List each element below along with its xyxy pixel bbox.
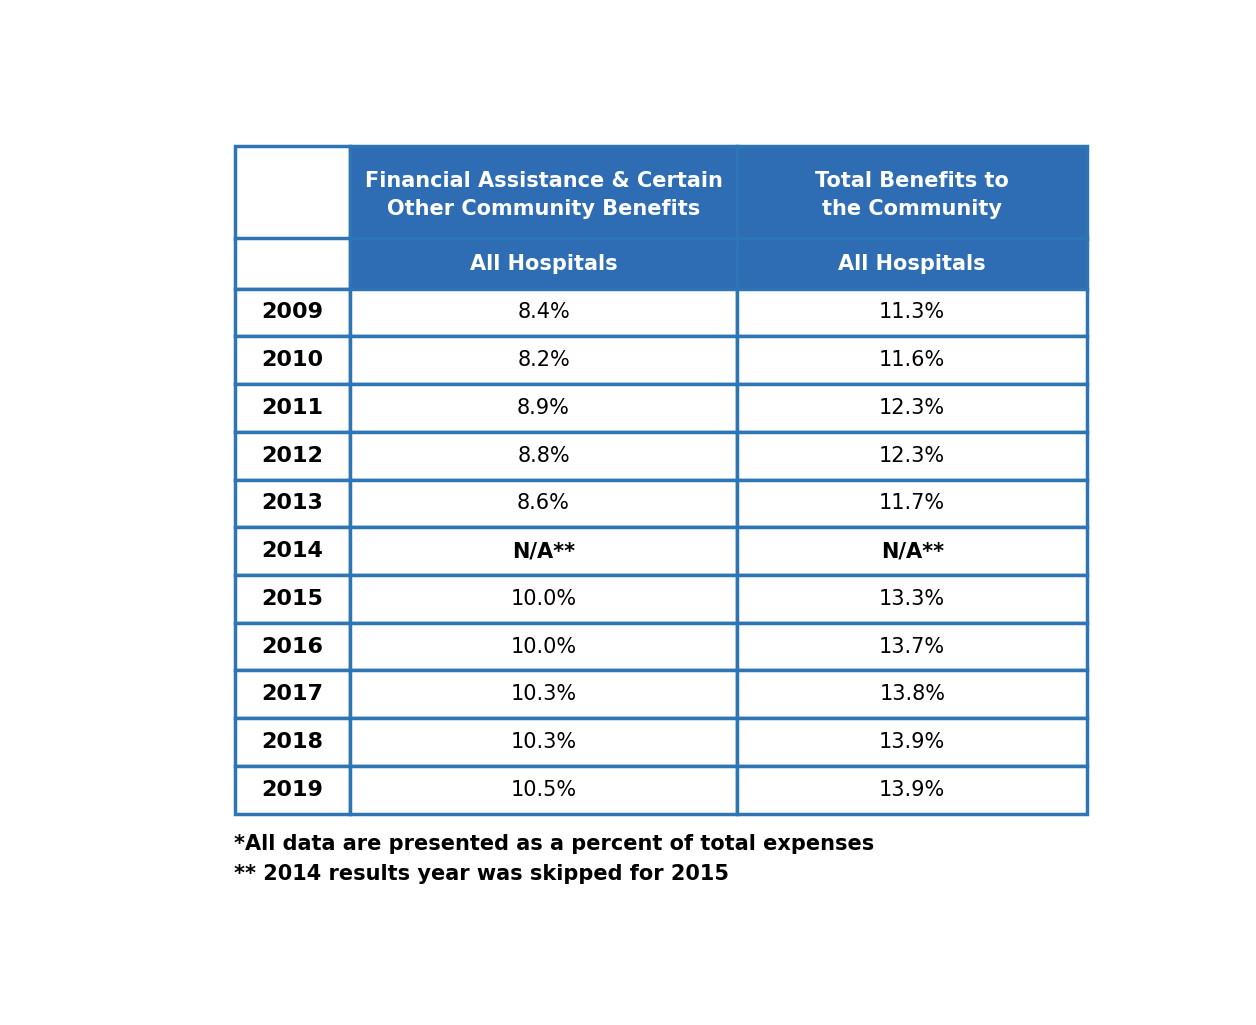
Text: 12.3%: 12.3% bbox=[879, 398, 946, 418]
Text: 8.6%: 8.6% bbox=[517, 493, 570, 514]
Text: 8.9%: 8.9% bbox=[517, 398, 570, 418]
Bar bbox=[235, 766, 349, 814]
Text: 2018: 2018 bbox=[261, 732, 323, 752]
Text: the Community: the Community bbox=[823, 199, 1002, 219]
Text: 2012: 2012 bbox=[261, 446, 323, 465]
Text: 2017: 2017 bbox=[261, 685, 323, 704]
Bar bbox=[349, 480, 737, 527]
Text: 2015: 2015 bbox=[261, 588, 323, 609]
Text: 8.8%: 8.8% bbox=[517, 446, 570, 465]
Bar bbox=[737, 432, 1086, 480]
Bar bbox=[349, 527, 737, 575]
Bar bbox=[737, 575, 1086, 623]
Text: 10.3%: 10.3% bbox=[510, 732, 577, 752]
Text: 2013: 2013 bbox=[261, 493, 323, 514]
Text: *All data are presented as a percent of total expenses: *All data are presented as a percent of … bbox=[235, 834, 874, 855]
Bar bbox=[737, 239, 1086, 289]
Text: 11.7%: 11.7% bbox=[879, 493, 946, 514]
Text: 13.9%: 13.9% bbox=[879, 732, 946, 752]
Bar bbox=[349, 147, 737, 239]
Bar bbox=[737, 289, 1086, 336]
Text: 11.3%: 11.3% bbox=[879, 302, 946, 323]
Text: 2019: 2019 bbox=[261, 780, 323, 800]
Bar bbox=[235, 239, 349, 289]
Bar bbox=[235, 384, 349, 432]
Bar bbox=[235, 147, 349, 239]
Text: 10.0%: 10.0% bbox=[510, 588, 577, 609]
Bar bbox=[349, 384, 737, 432]
Text: 10.0%: 10.0% bbox=[510, 637, 577, 657]
Bar bbox=[349, 336, 737, 384]
Bar bbox=[349, 239, 737, 289]
Text: 2016: 2016 bbox=[261, 637, 323, 657]
Bar bbox=[349, 575, 737, 623]
Text: 12.3%: 12.3% bbox=[879, 446, 946, 465]
Text: All Hospitals: All Hospitals bbox=[470, 253, 618, 274]
Bar bbox=[737, 670, 1086, 719]
Text: 13.8%: 13.8% bbox=[879, 685, 946, 704]
Text: Total Benefits to: Total Benefits to bbox=[815, 171, 1009, 192]
Text: Financial Assistance & Certain: Financial Assistance & Certain bbox=[364, 171, 722, 192]
Bar bbox=[349, 670, 737, 719]
Bar bbox=[737, 480, 1086, 527]
Text: 8.2%: 8.2% bbox=[517, 351, 570, 370]
Bar bbox=[737, 766, 1086, 814]
Bar bbox=[235, 432, 349, 480]
Text: 2010: 2010 bbox=[261, 351, 323, 370]
Text: 2011: 2011 bbox=[261, 398, 323, 418]
Bar bbox=[235, 623, 349, 670]
Bar bbox=[235, 336, 349, 384]
Bar bbox=[235, 575, 349, 623]
Text: 10.5%: 10.5% bbox=[510, 780, 577, 800]
Text: 13.9%: 13.9% bbox=[879, 780, 946, 800]
Text: 13.3%: 13.3% bbox=[879, 588, 946, 609]
Text: 13.7%: 13.7% bbox=[879, 637, 946, 657]
Text: 10.3%: 10.3% bbox=[510, 685, 577, 704]
Bar bbox=[737, 623, 1086, 670]
Bar bbox=[737, 527, 1086, 575]
Bar bbox=[349, 289, 737, 336]
Text: N/A**: N/A** bbox=[512, 541, 575, 561]
Bar bbox=[737, 336, 1086, 384]
Bar bbox=[235, 289, 349, 336]
Bar bbox=[737, 384, 1086, 432]
Text: 11.6%: 11.6% bbox=[879, 351, 946, 370]
Bar bbox=[349, 766, 737, 814]
Text: 2009: 2009 bbox=[261, 302, 323, 323]
Bar bbox=[235, 480, 349, 527]
Bar bbox=[349, 719, 737, 766]
Bar bbox=[349, 623, 737, 670]
Text: ** 2014 results year was skipped for 2015: ** 2014 results year was skipped for 201… bbox=[235, 864, 730, 884]
Bar bbox=[235, 670, 349, 719]
Bar bbox=[349, 432, 737, 480]
Text: 2014: 2014 bbox=[261, 541, 323, 561]
Bar bbox=[235, 719, 349, 766]
Text: All Hospitals: All Hospitals bbox=[839, 253, 986, 274]
Text: N/A**: N/A** bbox=[880, 541, 943, 561]
Bar bbox=[737, 719, 1086, 766]
Text: Other Community Benefits: Other Community Benefits bbox=[387, 199, 700, 219]
Bar bbox=[737, 147, 1086, 239]
Text: 8.4%: 8.4% bbox=[517, 302, 570, 323]
Bar bbox=[235, 527, 349, 575]
